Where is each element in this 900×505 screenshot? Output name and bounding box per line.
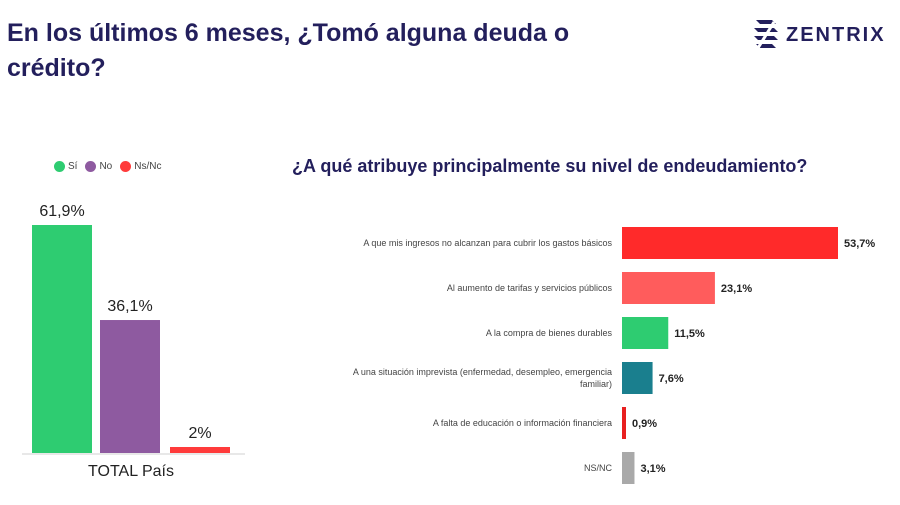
hbar-3: [622, 362, 653, 394]
hbar-category-label: NS/NC: [584, 463, 613, 473]
bar-1: [100, 320, 160, 453]
hbar-5: [622, 452, 635, 484]
hbar-category-label: A una situación imprevista (enfermedad, …: [353, 367, 612, 389]
hbar-2: [622, 317, 669, 349]
legend-item-si: Sí: [54, 161, 77, 172]
legend-label: Ns/Nc: [134, 161, 162, 172]
legend-label: No: [99, 161, 113, 172]
chart-legend: Sí No Ns/Nc: [54, 161, 161, 172]
hbar-value-label: 7,6%: [659, 373, 684, 385]
bar-value-label: 36,1%: [107, 298, 152, 315]
x-axis-label: TOTAL País: [88, 463, 174, 480]
hbar-chart-title: ¿A qué atribuye principalmente su nivel …: [292, 156, 808, 176]
hbar-0: [622, 227, 838, 259]
hbar-category-label: A la compra de bienes durables: [486, 328, 613, 338]
bar-0: [32, 225, 92, 453]
bar-value-label: 61,9%: [39, 203, 84, 220]
hbar-value-label: 3,1%: [640, 463, 665, 475]
hbar-category-label: A falta de educación o información finan…: [433, 418, 612, 428]
legend-label: Sí: [68, 161, 78, 172]
hbar-category-label: A que mis ingresos no alcanzan para cubr…: [363, 238, 612, 248]
brand-logo: ZENTRIX: [752, 18, 886, 52]
hbar-4: [622, 407, 626, 439]
legend-dot-icon: [54, 161, 65, 172]
hbar-1: [622, 272, 715, 304]
hbar-category-label: Al aumento de tarifas y servicios públic…: [447, 283, 613, 293]
bar-2: [170, 447, 230, 453]
legend-item-no: No: [85, 161, 112, 172]
bar-value-label: 2%: [188, 425, 211, 442]
brand-name: ZENTRIX: [786, 23, 886, 46]
hbar-value-label: 0,9%: [632, 418, 657, 430]
hbar-value-label: 53,7%: [844, 238, 875, 250]
hbar-value-label: 11,5%: [674, 328, 705, 340]
page-title: En los últimos 6 meses, ¿Tomó alguna deu…: [7, 19, 570, 82]
hbar-value-label: 23,1%: [721, 283, 752, 295]
zentrix-logo-icon: [754, 20, 778, 49]
legend-item-nsnc: Ns/Nc: [120, 161, 161, 172]
legend-dot-icon: [85, 161, 97, 172]
legend-dot-icon: [120, 161, 132, 172]
